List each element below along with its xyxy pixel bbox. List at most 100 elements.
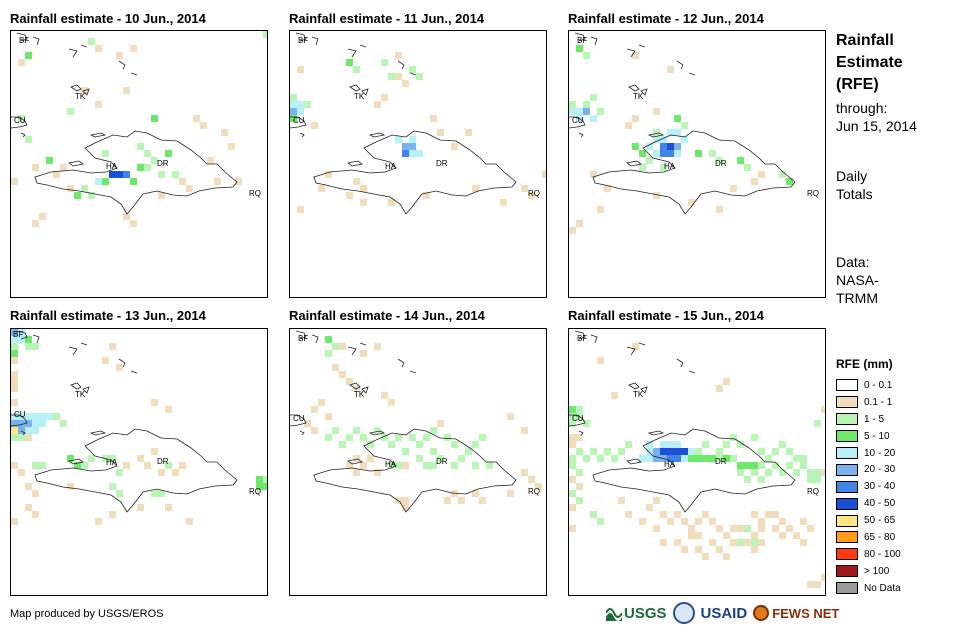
- rainfall-cell: [360, 199, 367, 206]
- rainfall-cell: [25, 420, 32, 427]
- rainfall-cell: [653, 525, 660, 532]
- country-label-tk: TK: [633, 390, 644, 399]
- country-label-cu: CU: [293, 116, 305, 125]
- legend-item: 10 - 20: [836, 445, 966, 462]
- rainfall-cell: [444, 497, 451, 504]
- coastline-path: [16, 330, 28, 340]
- legend-item: 1 - 5: [836, 411, 966, 428]
- rainfall-cell: [744, 525, 751, 532]
- rainfall-cell: [576, 497, 583, 504]
- rainfall-cell: [625, 511, 632, 518]
- rainfall-cell: [11, 385, 18, 392]
- legend-swatch: [836, 548, 858, 561]
- coastline-path: [590, 334, 598, 344]
- rainfall-cell: [597, 206, 604, 213]
- rainfall-cell: [611, 455, 618, 462]
- rainfall-cell: [772, 462, 779, 469]
- rainfall-cell: [569, 108, 576, 115]
- coastline-path: [82, 386, 90, 394]
- rainfall-cell: [646, 143, 653, 150]
- rainfall-cell: [311, 122, 318, 129]
- rainfall-cell: [297, 101, 304, 108]
- rainfall-cell: [751, 532, 758, 539]
- rainfall-cell: [681, 546, 688, 553]
- coastline-path: [349, 382, 361, 390]
- coastline-path: [638, 342, 646, 346]
- rainfall-cell: [11, 357, 18, 364]
- rainfall-cell: [221, 129, 228, 136]
- rainfall-cell: [807, 469, 814, 476]
- rainfall-cell: [590, 94, 597, 101]
- coastline-jun12: [569, 32, 796, 215]
- rainfall-cell: [639, 518, 646, 525]
- rainfall-cell: [569, 434, 576, 441]
- rainfall-cell: [409, 150, 416, 157]
- coastline-path: [32, 36, 40, 46]
- rainfall-cell: [521, 469, 528, 476]
- coastline-path: [34, 130, 238, 215]
- coastline-path: [638, 44, 646, 48]
- coastline-path: [569, 116, 586, 129]
- rainfall-cell: [723, 532, 730, 539]
- through-label: through:: [836, 100, 888, 116]
- rainfall-cell: [814, 420, 821, 427]
- rainfall-cell: [325, 350, 332, 357]
- rainfall-cell: [116, 490, 123, 497]
- rainfall-cell: [11, 427, 18, 434]
- country-label-bf: BF: [577, 36, 587, 45]
- coastline-path: [688, 370, 696, 374]
- rainfall-cell: [11, 434, 18, 441]
- rainfall-cell: [786, 448, 793, 455]
- rainfall-cell: [576, 469, 583, 476]
- country-label-cu: CU: [293, 414, 305, 423]
- coastline-path: [409, 370, 417, 374]
- totals-line1: Daily: [836, 168, 868, 184]
- rainfall-cell: [137, 143, 144, 150]
- rainfall-cell: [151, 490, 158, 497]
- through-date-block: through: Jun 15, 2014: [836, 99, 956, 135]
- rainfall-cell: [730, 434, 737, 441]
- rainfall-cell: [263, 476, 267, 483]
- rainfall-cell: [723, 441, 730, 448]
- country-label-rq: RQ: [528, 189, 540, 198]
- rainfall-cell: [325, 413, 332, 420]
- rainfall-cell: [479, 434, 486, 441]
- rainfall-cell: [597, 518, 604, 525]
- rainfall-cell: [388, 462, 395, 469]
- rainfall-cell: [11, 371, 18, 378]
- rainfall-cell: [311, 427, 318, 434]
- map-svg-jun11: BF TK CU HA DR RQ: [290, 32, 546, 215]
- rainfall-cell: [339, 343, 346, 350]
- rainfall-cell: [660, 511, 667, 518]
- rainfall-cell: [332, 364, 339, 371]
- rainfall-cell: [102, 150, 109, 157]
- rainfall-cell: [716, 385, 723, 392]
- rainfall-cell: [25, 434, 32, 441]
- country-label-rq: RQ: [807, 487, 819, 496]
- rainfall-cell: [46, 413, 53, 420]
- map-svg-jun14: BF TK CU HA DR RQ: [290, 330, 542, 513]
- rainfall-cell: [793, 455, 800, 462]
- rainfall-cell: [507, 413, 514, 420]
- rainfall-cells-jun10: [11, 31, 267, 227]
- country-label-rq: RQ: [249, 189, 261, 198]
- rainfall-cell: [779, 441, 786, 448]
- rainfall-cell: [95, 45, 102, 52]
- legend-label: No Data: [864, 582, 901, 594]
- rainfall-cell: [730, 539, 737, 546]
- rainfall-cell: [744, 476, 751, 483]
- rainfall-cells-jun14: [304, 336, 542, 511]
- country-label-dr: DR: [436, 159, 448, 168]
- fews-sun-icon: [753, 605, 770, 621]
- coastline-path: [68, 160, 84, 167]
- rainfall-cell: [716, 448, 723, 455]
- legend-item: 50 - 65: [836, 512, 966, 529]
- coastline-path: [347, 346, 357, 356]
- rainfall-cell: [123, 213, 130, 220]
- rainfall-cell: [25, 336, 32, 343]
- rainfall-cell: [688, 199, 695, 206]
- logo-strip: USGS USAID FEWS NET: [606, 602, 839, 624]
- rainfall-cell: [758, 448, 765, 455]
- rainfall-cell: [11, 343, 18, 350]
- rfe-legend: RFE (mm) 0 - 0.1 0.1 - 1 1 - 5 5 - 10 10 - 2…: [836, 357, 966, 597]
